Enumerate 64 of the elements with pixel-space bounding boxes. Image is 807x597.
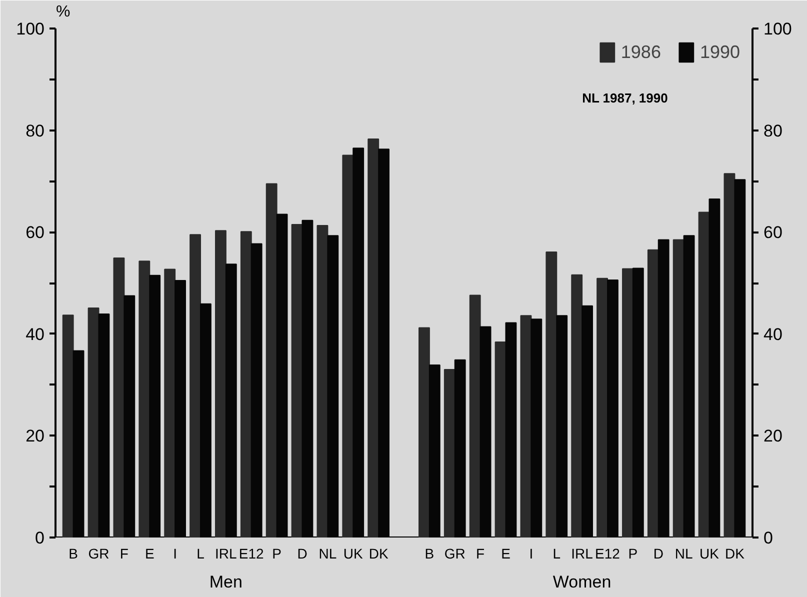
bar [368,138,380,538]
y2-tick-label: 60 [764,223,782,242]
bar [138,260,150,538]
bar [596,278,608,538]
x-tick-label: L [196,546,205,562]
x-tick-label: IRL [215,546,238,562]
x-tick-label: D [297,546,308,562]
y2-tick-label: 20 [764,426,782,446]
x-tick-label: I [529,546,534,562]
legend-label: 1986 [620,42,661,62]
y-tick-label: 60 [26,223,45,242]
y2-tick-label: 100 [764,20,792,38]
legend-label: 1990 [700,42,740,62]
x-tick-label: DK [368,546,389,562]
x-tick-label: P [628,546,638,562]
y-axis-title: % [56,4,70,20]
y2-tick-label: 0 [764,528,773,548]
bar [418,327,430,538]
text: Women [552,572,612,592]
bar [647,249,659,538]
y-tick-label: 80 [26,121,45,140]
x-tick-label: E12 [238,546,264,562]
x-tick-label: E [501,546,510,562]
x-tick-label: E12 [595,546,620,562]
text: Men [209,572,242,592]
annotation: NL 1987, 1990 [582,90,668,106]
bar [240,231,252,538]
x-tick-label: B [68,546,78,562]
x-tick-label: UK [700,546,720,562]
y-tick-label: 100 [16,20,45,38]
bar [469,294,481,538]
y-tick-label: 40 [26,324,45,344]
x-tick-label: P [272,546,282,562]
bar [698,212,710,538]
x-tick-label: L [552,546,561,562]
bar [266,183,278,538]
bar [62,314,74,538]
y2-tick-label: 80 [764,121,782,140]
y2-tick-label: 40 [764,324,782,344]
bar [546,251,558,538]
x-tick-label: IRL [571,546,594,562]
x-tick-label: F [476,546,485,562]
bar [622,268,634,538]
bar [164,268,176,538]
x-tick-label: F [120,546,128,562]
x-tick-label: GR [444,546,466,562]
bar [444,369,456,538]
bar [215,230,226,538]
x-tick-label: B [424,546,434,562]
x-tick-label: NL [318,546,337,562]
bar [494,342,506,538]
bar [672,239,684,538]
bar [190,234,201,538]
y-tick-label: 0 [35,528,45,548]
x-tick-label: D [653,546,664,562]
x-tick-label: GR [88,546,110,562]
x-tick-label: NL [674,546,693,562]
x-tick-label: UK [343,546,364,562]
bar [571,274,583,538]
y-tick-label: 20 [26,426,45,446]
x-tick-label: I [173,546,178,562]
x-tick-label: DK [724,546,746,562]
x-tick-label: E [144,546,154,562]
bar [342,154,354,538]
